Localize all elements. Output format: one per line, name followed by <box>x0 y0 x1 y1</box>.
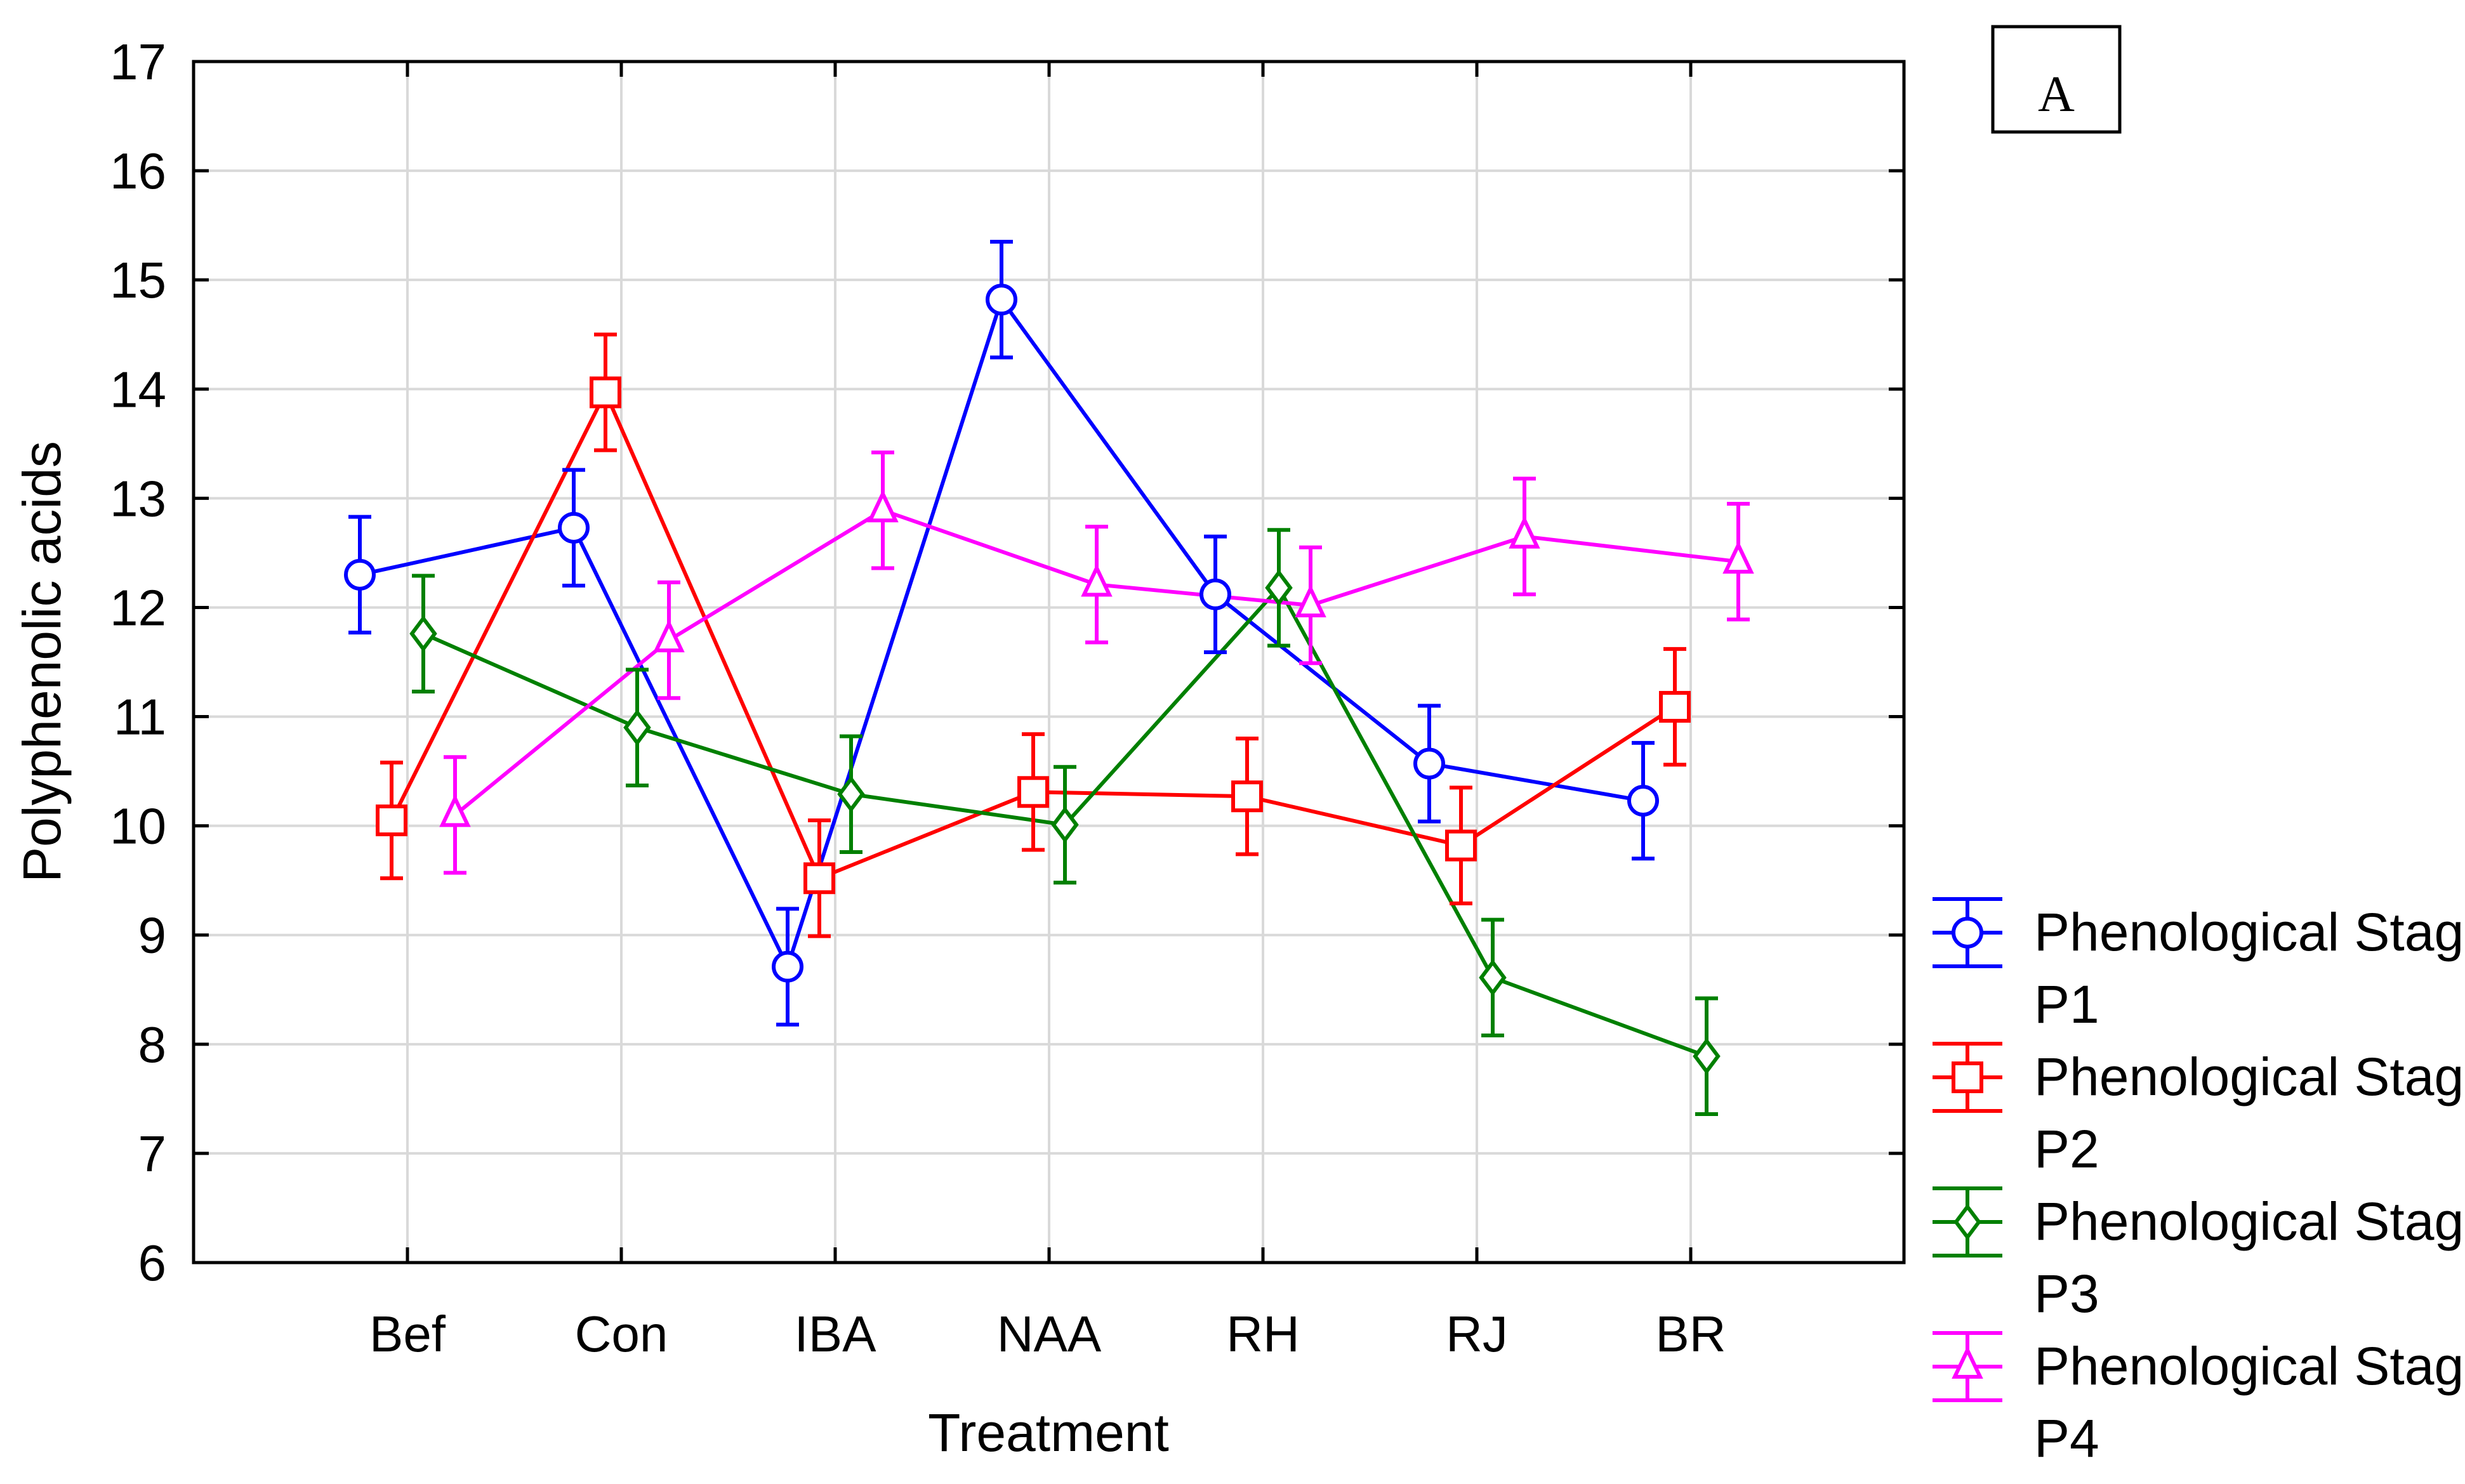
legend-label-p2: Phenological Stage <box>2034 1047 2465 1106</box>
data-point-p2 <box>1017 776 1049 808</box>
x-tick-label: RH <box>1226 1306 1300 1362</box>
legend-label-suffix-p2: P2 <box>2034 1119 2099 1179</box>
y-tick-label: 17 <box>110 34 166 90</box>
data-point-p4 <box>1081 563 1113 597</box>
data-point-p4 <box>1295 584 1326 618</box>
legend-marker-p3 <box>1953 1204 1981 1240</box>
data-point-p4 <box>867 489 899 523</box>
data-point-p2 <box>803 862 835 895</box>
panel-label: A <box>2038 67 2075 122</box>
legend-label-p3: Phenological Stage <box>2034 1192 2465 1251</box>
y-tick-label: 14 <box>110 361 166 417</box>
legend-label-suffix-p4: P4 <box>2034 1408 2099 1468</box>
data-point-p3 <box>409 615 437 652</box>
legend-label-suffix-p3: P3 <box>2034 1264 2099 1323</box>
x-tick-label: NAA <box>997 1306 1102 1362</box>
data-point-p3 <box>1693 1037 1721 1075</box>
x-tick-label: RJ <box>1446 1306 1508 1362</box>
data-point-p1 <box>772 950 803 983</box>
y-tick-label: 16 <box>110 143 166 199</box>
legend-marker-p1 <box>1952 917 1983 949</box>
data-point-p4 <box>653 619 685 653</box>
x-tick-label: IBA <box>795 1306 877 1362</box>
data-point-p4 <box>1509 515 1540 549</box>
y-tick-label: 6 <box>138 1235 167 1291</box>
data-point-p3 <box>1265 569 1293 607</box>
panel-label-frame <box>1991 25 2122 134</box>
data-point-p3 <box>1051 806 1079 843</box>
y-tick-label: 13 <box>110 470 166 527</box>
legend-label-p1: Phenological Stage <box>2034 902 2465 962</box>
y-tick-label: 10 <box>110 798 166 855</box>
x-axis-title: Treatment <box>928 1403 1169 1462</box>
y-tick-label: 11 <box>114 689 166 745</box>
data-point-p2 <box>1231 780 1263 813</box>
data-point-p1 <box>1199 578 1231 610</box>
gridlines <box>194 62 1904 1263</box>
data-point-p1 <box>1413 747 1445 780</box>
x-tick-label: Bef <box>369 1306 446 1362</box>
x-axis-ticks: Bef Con IBA NAA RH RJ BR <box>369 62 1726 1362</box>
data-point-p2 <box>376 804 407 837</box>
data-point-p3 <box>837 775 865 813</box>
y-tick-label: 7 <box>138 1126 167 1182</box>
legend-marker-p4 <box>1952 1346 1983 1379</box>
x-tick-label: BR <box>1655 1306 1726 1362</box>
y-axis-title: Polyphenolic acids <box>12 441 72 883</box>
data-point-p1 <box>986 284 1017 316</box>
data-point-p3 <box>623 709 651 746</box>
data-point-p3 <box>1479 959 1507 996</box>
data-point-p1 <box>558 511 590 544</box>
data-point-p4 <box>1722 541 1754 574</box>
data-point-p2 <box>1659 691 1691 723</box>
y-axis-ticks: 6 7 8 9 10 11 12 13 14 15 16 17 <box>110 34 1904 1291</box>
data-point-p1 <box>1627 785 1659 817</box>
x-tick-label: Con <box>575 1306 668 1362</box>
data-point-p1 <box>344 558 376 591</box>
series-markers <box>344 284 1754 1075</box>
y-tick-label: 9 <box>138 907 167 964</box>
y-tick-label: 12 <box>110 579 166 636</box>
legend-label-p4: Phenological Stage <box>2034 1336 2465 1396</box>
legend: Phenological Stage P1 Phenological Stage P2… <box>1933 897 2465 1468</box>
data-point-p4 <box>439 794 471 827</box>
legend-label-suffix-p1: P1 <box>2034 975 2099 1034</box>
y-tick-label: 8 <box>138 1016 167 1073</box>
panel-label-box: A <box>1991 25 2122 134</box>
data-point-p2 <box>590 376 621 409</box>
data-point-p2 <box>1445 829 1477 862</box>
y-tick-label: 15 <box>110 252 166 308</box>
legend-marker-p2 <box>1952 1061 1983 1093</box>
